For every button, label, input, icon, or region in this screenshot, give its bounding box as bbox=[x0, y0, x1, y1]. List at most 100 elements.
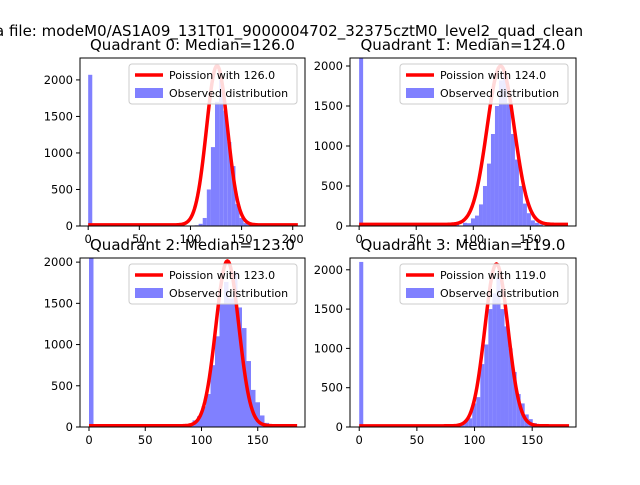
y-tick-label: 1500 bbox=[314, 99, 343, 113]
histogram-bar bbox=[506, 102, 511, 226]
legend-hist-swatch bbox=[135, 288, 163, 298]
histogram-bar bbox=[526, 213, 531, 226]
histogram-bar bbox=[496, 277, 501, 427]
x-tick-label: 0 bbox=[85, 232, 92, 246]
histogram-bar bbox=[223, 110, 228, 226]
histogram-bar bbox=[500, 309, 505, 427]
histogram-bar bbox=[219, 79, 224, 226]
histogram-bar bbox=[508, 348, 513, 427]
poisson-fit-curve bbox=[358, 64, 569, 226]
histogram-bar bbox=[202, 217, 207, 226]
histogram-bar bbox=[498, 80, 503, 226]
histogram-bar bbox=[464, 419, 469, 427]
histogram-bar bbox=[215, 101, 220, 226]
y-tick-label: 0 bbox=[66, 420, 73, 434]
histogram-bar bbox=[201, 406, 206, 427]
histogram-bar bbox=[233, 272, 238, 427]
x-tick-label: 100 bbox=[462, 232, 484, 246]
poisson-fit-curve bbox=[358, 262, 570, 427]
y-tick-label: 0 bbox=[336, 219, 343, 233]
histogram-bar bbox=[502, 75, 507, 226]
axes-frame bbox=[79, 257, 306, 428]
histogram-bar bbox=[482, 186, 487, 226]
x-tick-label: 50 bbox=[410, 433, 425, 447]
x-tick-label: 150 bbox=[247, 433, 269, 447]
x-tick-label: 150 bbox=[519, 232, 541, 246]
y-tick-label: 1000 bbox=[44, 338, 73, 352]
y-tick-label: 1000 bbox=[44, 146, 73, 160]
subplot-quadrant-3: Quadrant 3: Median=119.00 50 100 1500500100… bbox=[314, 236, 577, 447]
legend-hist-label: Observed distribution bbox=[169, 87, 288, 100]
poisson-fit-curve bbox=[87, 63, 299, 226]
histogram-bar bbox=[235, 204, 240, 226]
histogram-bar bbox=[197, 416, 202, 427]
x-tick-label: 50 bbox=[138, 433, 153, 447]
histogram-bar bbox=[472, 403, 477, 427]
histogram-bar bbox=[198, 223, 203, 226]
x-tick-label: 50 bbox=[132, 232, 147, 246]
legend-curve-label: Poission with 124.0 bbox=[440, 69, 546, 82]
histogram-bar bbox=[478, 204, 483, 226]
y-tick-label: 2000 bbox=[44, 255, 73, 269]
x-tick-label: 100 bbox=[179, 232, 201, 246]
subplot-title: Quadrant 0: Median=126.0 bbox=[90, 36, 295, 54]
histogram-bar bbox=[492, 293, 497, 427]
histogram-bar bbox=[514, 159, 519, 226]
legend-hist-label: Observed distribution bbox=[169, 287, 288, 300]
histogram-bar bbox=[466, 223, 471, 226]
legend-box bbox=[399, 263, 569, 305]
legend-hist-label: Observed distribution bbox=[440, 287, 559, 300]
histogram-bar bbox=[243, 223, 248, 226]
histogram-bar bbox=[484, 344, 489, 427]
x-tick-label: 100 bbox=[191, 433, 213, 447]
histogram-bar bbox=[534, 222, 539, 226]
y-tick-label: 1500 bbox=[314, 302, 343, 316]
histogram-bar bbox=[463, 222, 467, 226]
legend: Poission with 119.0 Observed distribution bbox=[399, 263, 569, 305]
histogram-bar bbox=[210, 147, 215, 226]
legend-hist-swatch bbox=[406, 88, 434, 98]
axes-frame bbox=[349, 57, 577, 227]
histogram-bar bbox=[210, 365, 215, 427]
x-tick-label: 150 bbox=[231, 232, 253, 246]
subplot-quadrant-0: Quadrant 0: Median=126.00 50 100 150 2000500… bbox=[44, 36, 306, 246]
subplot-title: Quadrant 3: Median=119.0 bbox=[361, 236, 566, 254]
x-tick-label: 0 bbox=[85, 433, 92, 447]
histogram-bar bbox=[206, 189, 211, 226]
histogram-bar bbox=[359, 58, 364, 226]
subplot-quadrant-2: Quadrant 2: Median=123.00 50 100 1500500100… bbox=[44, 236, 306, 447]
x-tick-label: 50 bbox=[409, 232, 424, 246]
histogram-bar bbox=[512, 371, 517, 427]
legend-hist-swatch bbox=[135, 88, 163, 98]
histogram-bar bbox=[522, 203, 527, 226]
y-tick-label: 0 bbox=[66, 219, 73, 233]
legend-hist-label: Observed distribution bbox=[440, 87, 559, 100]
histogram-bar bbox=[504, 326, 509, 427]
legend-hist-swatch bbox=[406, 288, 434, 298]
histogram-bar bbox=[260, 415, 265, 427]
histogram-bar bbox=[255, 402, 260, 427]
histogram-bar bbox=[468, 418, 473, 427]
x-tick-label: 0 bbox=[355, 232, 362, 246]
y-tick-label: 500 bbox=[321, 381, 343, 395]
histogram-bar bbox=[231, 166, 236, 226]
subplot-quadrant-1: Quadrant 1: Median=124.00 50 100 1500500100… bbox=[314, 36, 577, 246]
y-tick-label: 2000 bbox=[314, 59, 343, 73]
histogram-bar bbox=[516, 393, 521, 427]
legend-curve-label: Poission with 123.0 bbox=[169, 269, 275, 282]
histogram-bar bbox=[476, 397, 481, 427]
histogram-bar bbox=[494, 106, 499, 226]
histogram-bar bbox=[486, 163, 491, 226]
histogram-bar bbox=[510, 134, 515, 226]
y-tick-label: 500 bbox=[51, 182, 73, 196]
histogram-bar bbox=[227, 142, 232, 226]
histogram-bar bbox=[480, 364, 485, 427]
histogram-bar bbox=[530, 220, 535, 226]
histogram-bar bbox=[490, 134, 495, 226]
histogram-bar bbox=[239, 217, 244, 226]
plot-area bbox=[358, 58, 569, 226]
legend-box bbox=[399, 63, 569, 105]
plot-area bbox=[87, 63, 299, 226]
